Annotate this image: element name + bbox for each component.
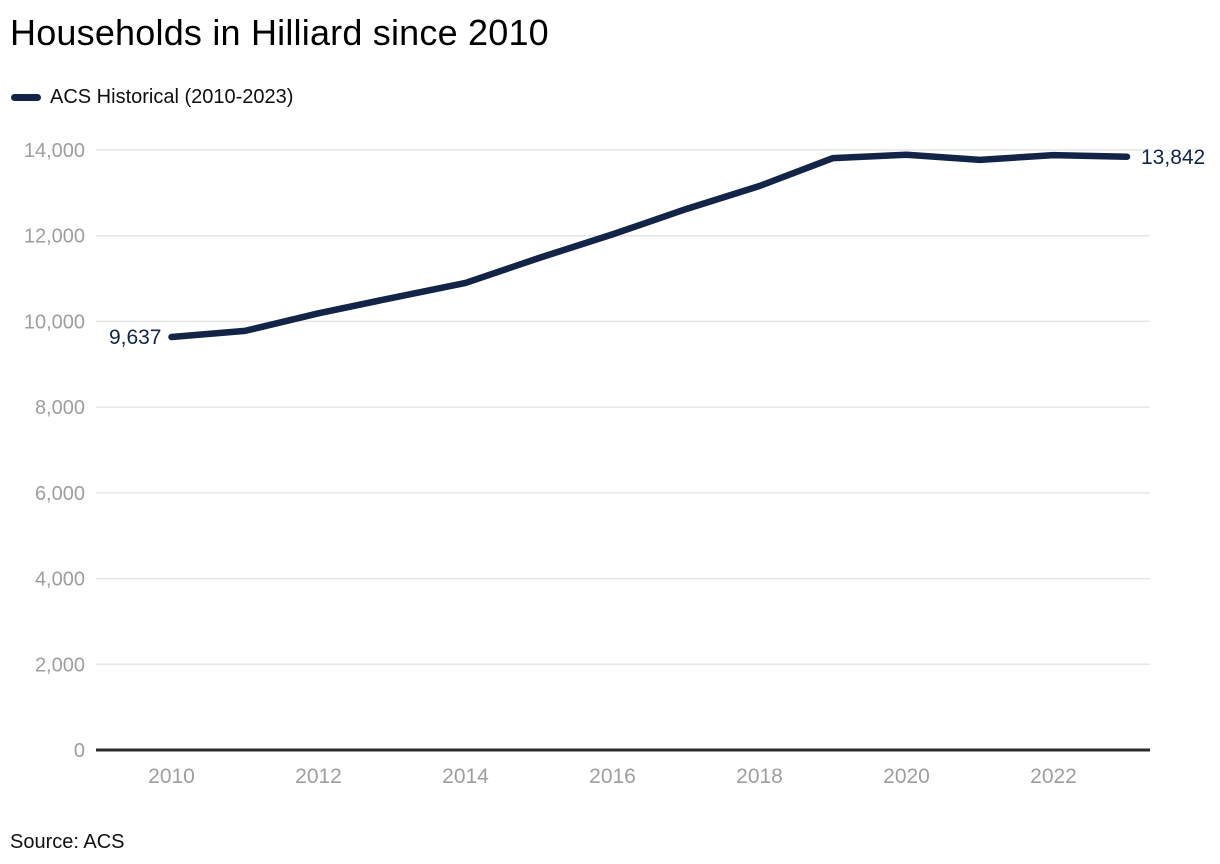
chart-title: Households in Hilliard since 2010 [10,12,549,53]
x-tick-label: 2012 [295,765,342,788]
x-tick-label: 2020 [883,765,930,788]
x-tick-label: 2022 [1030,765,1077,788]
legend: ACS Historical (2010-2023) [11,86,293,109]
y-tick-label: 14,000 [24,140,85,162]
legend-label: ACS Historical (2010-2023) [50,86,294,108]
first-point-label: 9,637 [109,326,162,349]
y-tick-label: 12,000 [24,226,85,248]
y-tick-label: 2,000 [35,654,85,676]
x-tick-label: 2018 [736,765,783,788]
x-tick-label: 2016 [589,765,636,788]
acs-historical-line [168,151,1131,341]
last-point-label: 13,842 [1141,146,1205,169]
y-tick-label: 6,000 [35,483,85,505]
x-tick-label: 2014 [442,765,489,788]
x-tick-label: 2010 [148,765,195,788]
source-note: Source: ACS [10,831,125,853]
y-tick-label: 0 [74,740,85,762]
y-tick-label: 4,000 [35,569,85,591]
y-tick-label: 10,000 [24,311,85,333]
legend-line-swatch [11,94,41,101]
y-tick-label: 8,000 [35,397,85,419]
